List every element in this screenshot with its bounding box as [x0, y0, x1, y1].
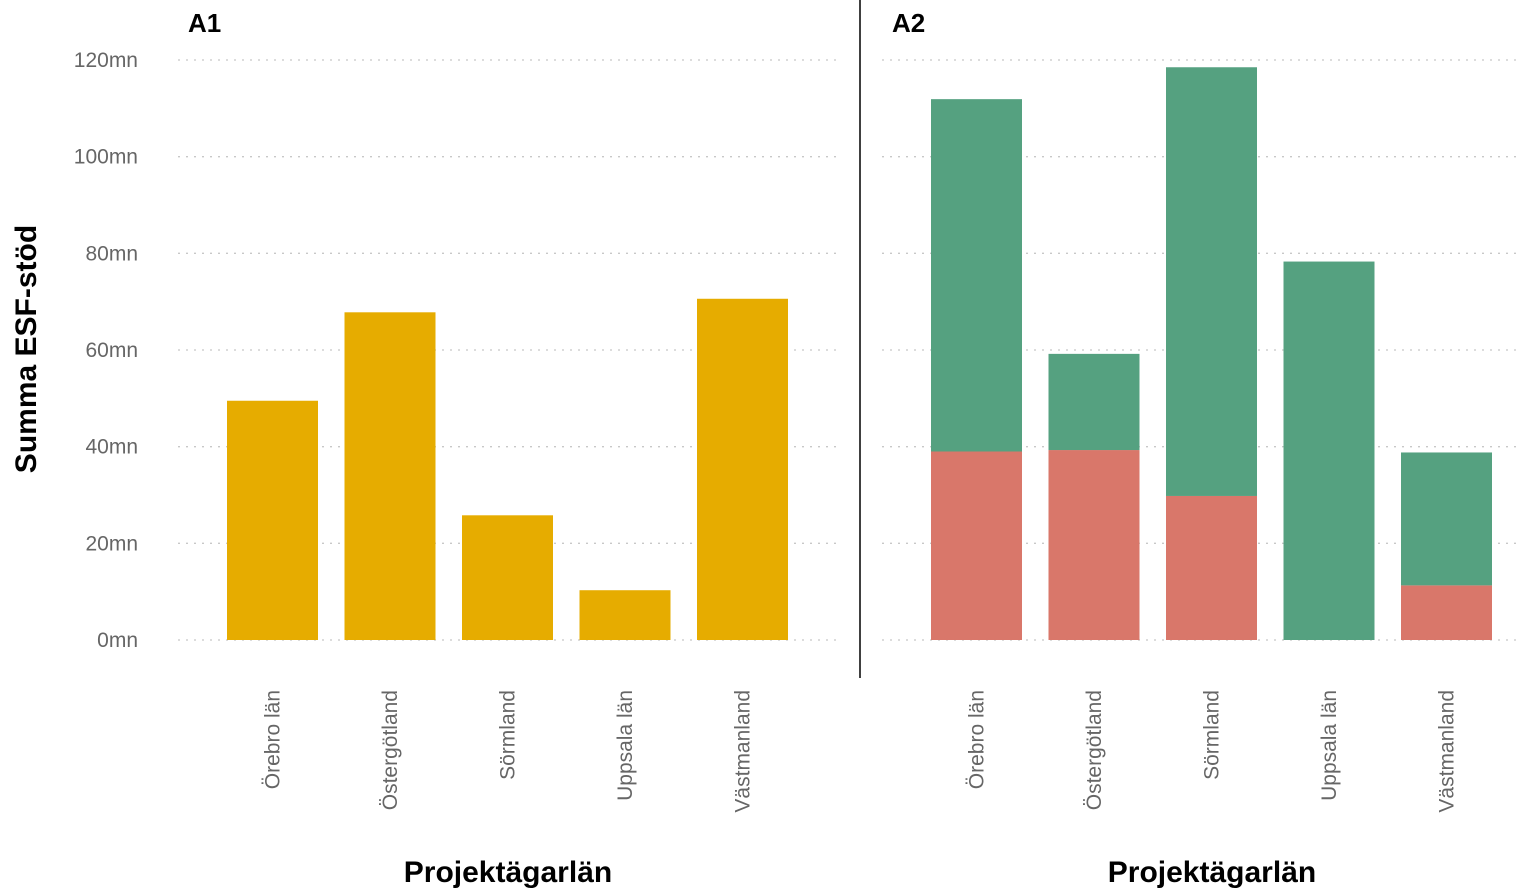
- a2-bar-series1: [931, 451, 1022, 640]
- panel-a1-category-labels: Örebro län Östergötland Sörmland Uppsala lä…: [262, 690, 755, 813]
- a1-category-label: Örebro län: [262, 690, 285, 789]
- panel-a2-x-axis-title: Projektägarlän: [1108, 856, 1316, 889]
- panel-a1-bars: [227, 298, 788, 640]
- a2-bar-series2: [1048, 353, 1140, 451]
- a2-category-label: Östergötland: [1083, 690, 1106, 810]
- a2-bar-series1: [1048, 450, 1140, 640]
- panel-a1: A1 Summa ESF-stöd 0mn 20mn 40mn 60mn 80mn 100…: [10, 8, 838, 889]
- a2-bar-series2: [1283, 261, 1375, 640]
- a1-bar-series1: [344, 312, 436, 640]
- a1-bar-series1: [697, 298, 788, 640]
- a2-category-label: Örebro län: [966, 690, 989, 789]
- a1-bar-series1: [227, 400, 318, 640]
- panel-a2: A2 Örebro län Östergötland Sörmland Uppsala…: [882, 8, 1522, 889]
- a2-bar-series1: [1401, 585, 1492, 640]
- panel-a1-y-tick-labels: 0mn 20mn 40mn 60mn 80mn 100mn 120mn: [74, 49, 138, 652]
- a1-y-tick-label: 120mn: [74, 49, 138, 72]
- panel-a2-title: A2: [892, 8, 925, 38]
- a1-category-label: Uppsala län: [614, 690, 637, 801]
- a2-bar-series2: [931, 99, 1022, 452]
- a1-category-label: Västmanland: [732, 690, 755, 813]
- panel-a1-title: A1: [188, 8, 221, 38]
- a1-y-tick-label: 20mn: [85, 532, 138, 555]
- a2-bar-series2: [1166, 67, 1257, 496]
- a1-y-tick-label: 60mn: [85, 339, 138, 362]
- a1-y-tick-label: 40mn: [85, 436, 138, 459]
- a2-bar-series1: [1166, 495, 1257, 640]
- a2-category-label: Sörmland: [1201, 690, 1224, 780]
- a2-category-label: Uppsala län: [1318, 690, 1341, 801]
- a1-bar-series1: [579, 590, 671, 640]
- panel-a2-bars: [931, 67, 1492, 640]
- a1-bar-series1: [462, 515, 553, 640]
- panel-a2-category-labels: Örebro län Östergötland Sörmland Uppsala lä…: [966, 690, 1459, 813]
- panel-a1-x-axis-title: Projektägarlän: [404, 856, 612, 889]
- a1-y-tick-label: 80mn: [85, 242, 138, 265]
- a1-category-label: Östergötland: [379, 690, 402, 810]
- a1-y-tick-label: 100mn: [74, 146, 138, 169]
- a1-category-label: Sörmland: [497, 690, 520, 780]
- a1-y-tick-label: 0mn: [97, 629, 138, 652]
- a2-bar-series2: [1401, 452, 1492, 586]
- y-axis-title: Summa ESF-stöd: [10, 225, 43, 473]
- a2-category-label: Västmanland: [1436, 690, 1459, 813]
